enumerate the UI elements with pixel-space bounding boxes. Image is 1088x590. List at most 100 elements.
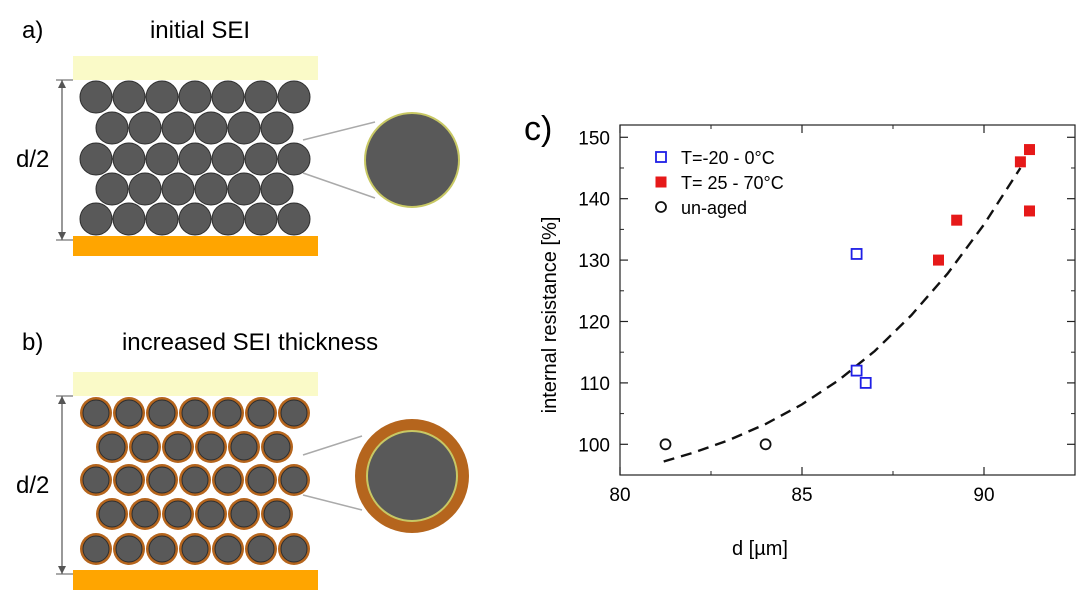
active-particle [181,535,209,563]
panel-b: b) increased SEI thickness d/2 [16,329,469,590]
panel-a: a) initial SEI d/2 [16,17,460,256]
thickness-label: d/2 [16,146,49,173]
active-particle [178,202,212,236]
active-particle [277,202,311,236]
legend: T=-20 - 0°C T= 25 - 70°C un-aged [655,148,784,218]
active-particle [164,433,192,461]
active-particle [95,111,129,145]
legend-label: T= 25 - 70°C [681,173,784,193]
active-particle [178,142,212,176]
active-particle [263,433,291,461]
active-particle [211,142,245,176]
active-particle [131,500,159,528]
active-particle [194,111,228,145]
x-tick-label: 85 [791,485,812,506]
active-particle [98,433,126,461]
active-particle [247,535,275,563]
bottom-current-collector [73,236,318,256]
data-point [1014,156,1026,168]
active-particle [145,142,179,176]
active-particle [98,500,126,528]
active-particle [112,80,146,114]
bottom-current-collector [73,570,318,590]
active-particle [95,172,129,206]
thickness-dimension [56,79,73,241]
active-particle [112,142,146,176]
active-particle [244,202,278,236]
active-particle [82,466,110,494]
y-tick-label: 110 [580,374,610,395]
active-particle [214,535,242,563]
top-current-collector [73,372,318,396]
particle-zoom-circle [366,430,458,522]
data-point [933,254,944,266]
active-particle [211,80,245,114]
active-particle [277,80,311,114]
active-particle [115,466,143,494]
particle-zoom-circle [364,112,460,208]
x-tick-label: 80 [609,485,630,506]
data-point [859,376,872,389]
active-particle [244,80,278,114]
active-particle [181,399,209,427]
x-axis-label: d [µm] [732,538,788,560]
active-particle [230,500,258,528]
fit-curve [663,167,1022,463]
active-particle [244,142,278,176]
active-particle [227,172,261,206]
x-tick-label: 90 [973,485,994,506]
panel-a-letter: a) [22,17,43,44]
particle-zoom [302,419,469,533]
legend-marker [655,176,667,188]
thickness-dimension [56,395,73,575]
active-particle [148,535,176,563]
legend-marker [655,151,667,163]
y-tick-label: 120 [578,312,610,333]
data-point [1024,144,1035,156]
data-point [850,364,863,377]
active-particle [82,399,110,427]
particle-stack-with-sei [80,397,310,565]
data-point [850,248,863,260]
active-particle [280,466,308,494]
active-particle [115,399,143,427]
particle-zoom [302,112,460,208]
active-particle [112,202,146,236]
active-particle [227,111,261,145]
active-particle [214,399,242,427]
top-current-collector [73,56,318,80]
active-particle [161,111,195,145]
data-point [951,214,963,226]
active-particle [260,111,294,145]
active-particle [230,433,258,461]
plot-frame: 80 85 90 100 110 120 130 140 150 [578,124,1076,506]
fit-line [663,167,1022,463]
active-particle [82,535,110,563]
legend-label: T=-20 - 0°C [681,148,775,168]
active-particle [79,80,113,114]
active-particle [128,172,162,206]
active-particle [79,142,113,176]
active-particle [145,202,179,236]
active-particle [197,433,225,461]
active-particle [280,399,308,427]
active-particle [148,399,176,427]
particle-stack [79,80,311,236]
active-particle [277,142,311,176]
active-particle [260,172,294,206]
active-particle [211,202,245,236]
active-particle [280,535,308,563]
y-tick-label: 140 [578,190,610,211]
active-particle [197,500,225,528]
plot-border [619,124,1076,476]
data-point [659,438,672,451]
active-particle [131,433,159,461]
legend-label: un-aged [681,198,747,218]
data-points [659,144,1035,451]
panel-a-title: initial SEI [150,17,250,44]
active-particle [115,535,143,563]
panel-b-letter: b) [22,329,43,356]
y-tick-label: 150 [578,128,610,149]
data-point [759,438,772,451]
